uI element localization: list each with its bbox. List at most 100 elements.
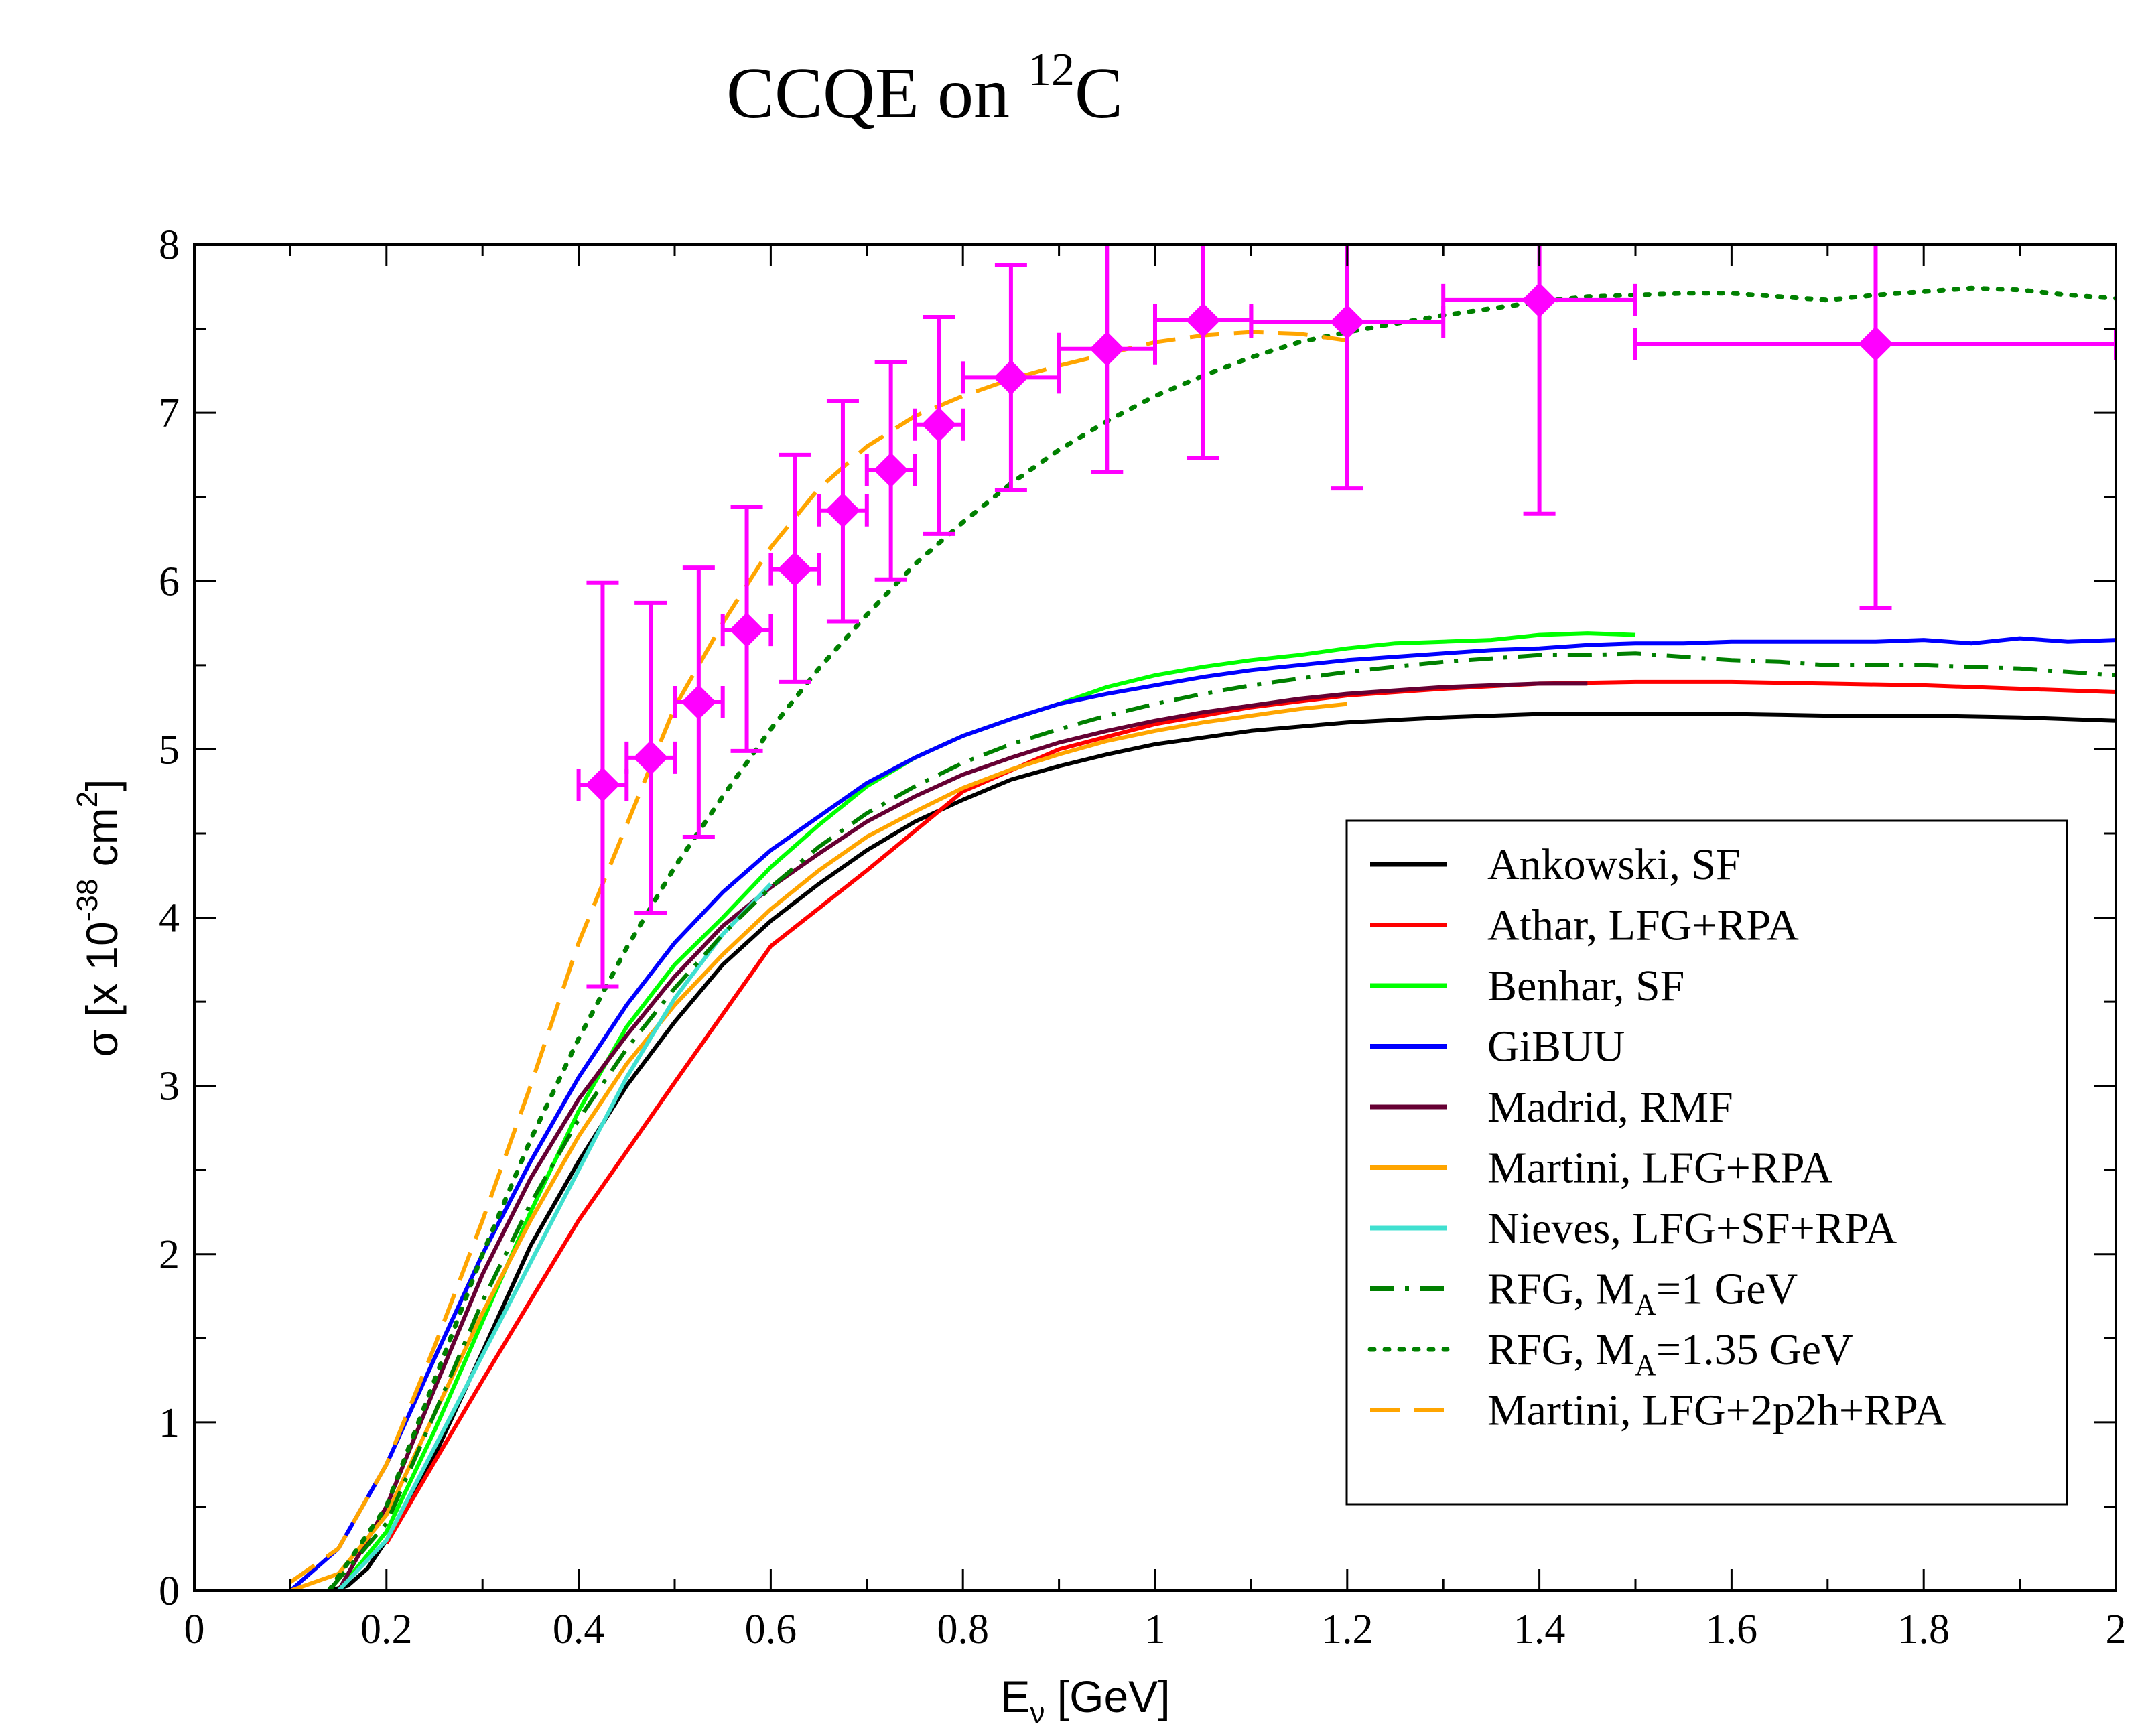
data-point-marker: [585, 767, 620, 803]
chart-title: CCQE on 12C: [726, 44, 1123, 133]
y-tick-label: 7: [159, 391, 180, 436]
series-line-martini-lfg-rpa: [289, 702, 1348, 1591]
legend-label-subscript: A: [1635, 1349, 1656, 1382]
legend-item-rfg-m-a-1-35-gev: RFG, MA=1.35 GeV: [1367, 1325, 1853, 1382]
series-line-madrid-rmf: [336, 681, 1588, 1591]
x-axis-label-subscript: ν: [1030, 1696, 1045, 1729]
y-tick-label: 6: [159, 559, 180, 604]
data-point: [817, 399, 869, 624]
y-axis-label-exponent: -38: [71, 879, 104, 922]
legend: Ankowski, SF Athar, LFG+RPA Benhar, SF GiBU…: [1345, 819, 2068, 1506]
chart-title-superscript: 12: [1028, 44, 1075, 96]
y-tick-label: 1: [159, 1400, 180, 1446]
x-axis-label-prefix: E: [1000, 1672, 1030, 1721]
legend-box: [1345, 819, 2068, 1506]
series-line-rfg-m-a-1-gev: [327, 651, 2116, 1591]
legend-label-subscript: A: [1635, 1288, 1656, 1321]
data-point: [624, 600, 677, 915]
legend-label-part: =1.35 GeV: [1656, 1325, 1853, 1374]
tick-labels-layer: 0 0.2 0.4 0.6 0.8 1 1.2 1.4 1.6 1.8 2 0 1 2 3 4 5 6 7 8: [159, 222, 2127, 1652]
x-tick-label: 2: [2106, 1607, 2127, 1652]
x-tick-label: 1.6: [1706, 1607, 1758, 1652]
x-tick-label: 1.4: [1514, 1607, 1566, 1652]
data-point: [1153, 245, 1254, 460]
data-point: [1633, 245, 2116, 610]
data-point: [720, 505, 773, 753]
y-axis-label-unit: cm: [77, 807, 127, 878]
y-axis-label: σ [x 10-38 cm2]: [71, 779, 127, 1057]
data-point: [1441, 245, 1637, 516]
chart-title-suffix: C: [1075, 54, 1123, 133]
legend-label: RFG, MA=1.35 GeV: [1487, 1325, 1853, 1382]
legend-label: Madrid, RMF: [1487, 1083, 1733, 1132]
legend-label-part: =1 GeV: [1656, 1265, 1798, 1314]
data-point-marker: [633, 740, 669, 775]
y-tick-label: 2: [159, 1232, 180, 1278]
series-line-rfg-m-a-1-35-gev: [326, 285, 2116, 1591]
y-tick-label: 0: [159, 1568, 180, 1614]
legend-label: Athar, LFG+RPA: [1487, 901, 1799, 950]
data-point: [1249, 245, 1446, 491]
data-point-marker: [1089, 331, 1125, 366]
legend-label: RFG, MA=1 GeV: [1487, 1265, 1798, 1321]
legend-item-nieves-lfg-sf-rpa: Nieves, LFG+SF+RPA: [1370, 1204, 1897, 1253]
data-point-marker: [1185, 303, 1221, 338]
data-point-marker: [873, 452, 909, 488]
series-layer: [194, 285, 2116, 1591]
chart-title-main: CCQE on: [726, 54, 1028, 133]
ticks-layer: [193, 243, 2117, 1592]
y-tick-label: 8: [159, 222, 180, 268]
legend-item-ankowski-sf: Ankowski, SF: [1370, 840, 1741, 889]
legend-item-martini-lfg-rpa: Martini, LFG+RPA: [1370, 1144, 1833, 1193]
legend-label-part: RFG, M: [1487, 1325, 1635, 1374]
data-point-marker: [921, 407, 957, 442]
data-points-layer: [576, 245, 2116, 989]
x-tick-label: 0.2: [360, 1607, 413, 1652]
data-point: [673, 565, 725, 839]
data-point-marker: [777, 551, 813, 587]
data-point: [864, 360, 917, 582]
data-point-marker: [825, 492, 860, 528]
series-line-gibuu: [194, 636, 2116, 1591]
data-point-marker: [681, 685, 716, 720]
x-tick-label: 0.8: [937, 1607, 989, 1652]
y-axis-label-suffix: ]: [77, 779, 127, 791]
x-tick-label: 0.6: [745, 1607, 797, 1652]
legend-item-gibuu: GiBUU: [1370, 1022, 1625, 1071]
data-point: [913, 314, 965, 536]
x-tick-label: 1.2: [1321, 1607, 1373, 1652]
data-point-marker: [1329, 304, 1365, 340]
data-point-marker: [1858, 326, 1893, 362]
y-tick-label: 3: [159, 1064, 180, 1110]
data-point-marker: [1522, 282, 1557, 318]
data-point: [768, 452, 821, 684]
x-tick-label: 1.8: [1897, 1607, 1950, 1652]
legend-label: GiBUU: [1487, 1022, 1625, 1071]
data-point-marker: [993, 360, 1028, 395]
y-tick-label: 4: [159, 896, 180, 941]
x-axis-label-suffix: [GeV]: [1045, 1672, 1170, 1721]
legend-label: Benhar, SF: [1487, 961, 1684, 1010]
x-tick-label: 0.4: [553, 1607, 605, 1652]
y-tick-label: 5: [159, 727, 180, 773]
legend-item-benhar-sf: Benhar, SF: [1370, 961, 1684, 1010]
legend-label: Martini, LFG+2p2h+RPA: [1487, 1386, 1946, 1435]
legend-item-madrid-rmf: Madrid, RMF: [1370, 1083, 1733, 1132]
series-line-nieves-lfg-sf-rpa: [336, 882, 773, 1591]
y-axis-label-unit-exponent: 2: [71, 791, 104, 807]
legend-item-rfg-m-a-1-gev: RFG, MA=1 GeV: [1370, 1265, 1798, 1321]
data-point-marker: [729, 612, 764, 648]
series-line-ankowski-sf: [194, 712, 2116, 1591]
y-axis-label-prefix: σ [x 10: [77, 921, 127, 1057]
data-point: [576, 580, 629, 989]
legend-item-martini-lfg-2p2h-rpa: Martini, LFG+2p2h+RPA: [1370, 1386, 1946, 1435]
x-axis-label: Eν [GeV]: [1000, 1672, 1170, 1729]
legend-item-athar-lfg-rpa: Athar, LFG+RPA: [1370, 901, 1799, 950]
legend-label: Martini, LFG+RPA: [1487, 1144, 1833, 1193]
legend-label-part: RFG, M: [1487, 1265, 1635, 1314]
series-line-martini-lfg-2p2h-rpa: [289, 330, 1348, 1584]
legend-label: Ankowski, SF: [1487, 840, 1741, 889]
legend-label: Nieves, LFG+SF+RPA: [1487, 1204, 1897, 1253]
x-tick-label: 0: [184, 1607, 205, 1652]
